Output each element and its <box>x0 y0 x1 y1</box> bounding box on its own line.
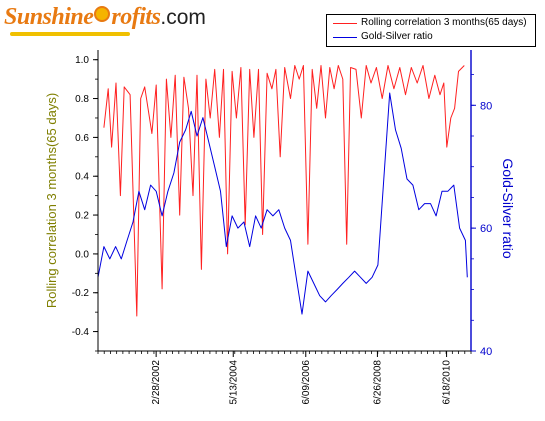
right-axis-title: Gold-Silver ratio <box>500 158 516 259</box>
left-axis-tick-label: 0.8 <box>75 94 89 105</box>
right-axis-tick-label: 40 <box>480 346 492 358</box>
sun-icon <box>94 6 111 22</box>
left-axis-tick-label: 0.6 <box>75 133 89 144</box>
right-axis-tick-label: 60 <box>480 223 492 235</box>
left-axis-tick-label: -0.4 <box>72 327 90 338</box>
x-axis-tick-label: 6/09/2006 <box>301 360 312 405</box>
gold-silver-ratio-line <box>97 92 468 315</box>
logo-swoosh <box>10 32 130 36</box>
legend-label-ratio: Gold-Silver ratio <box>361 31 433 42</box>
series-layer <box>97 65 468 317</box>
logo-brand-end: rofits <box>111 4 161 30</box>
right-axis-tick-label: 80 <box>480 100 492 112</box>
legend-item-ratio: Gold-Silver ratio <box>327 30 535 44</box>
correlation-line <box>103 65 465 317</box>
x-axis-tick-label: 2/28/2002 <box>151 360 162 405</box>
left-axis-tick-label: 0.4 <box>75 172 89 183</box>
legend-swatch-correlation <box>333 23 357 24</box>
left-axis-title: Rolling correlation 3 months(65 days) <box>44 93 59 308</box>
legend-item-correlation: Rolling correlation 3 months(65 days) <box>327 16 535 30</box>
chart-legend: Rolling correlation 3 months(65 days) Go… <box>326 14 536 47</box>
x-axis-tick-label: 6/18/2010 <box>442 360 453 405</box>
x-axis-tick-label: 6/26/2008 <box>372 360 383 405</box>
legend-label-correlation: Rolling correlation 3 months(65 days) <box>361 17 527 28</box>
left-axis-tick-label: 1.0 <box>75 55 89 66</box>
axes-layer: -0.4 -0.2 0.0 0.2 0.4 0.6 0.8 1.0 40 60 80 2/28/200… <box>44 50 516 405</box>
left-axis-tick-label: 0.2 <box>75 211 89 222</box>
left-axis-tick-label: -0.2 <box>72 288 90 299</box>
logo: Sunshine rofits.com <box>4 4 206 38</box>
logo-domain: .com <box>160 6 206 29</box>
x-axis-tick-label: 5/13/2004 <box>228 360 239 405</box>
legend-swatch-ratio <box>333 37 357 38</box>
logo-brand-start: Sunshine <box>4 4 94 30</box>
left-axis-tick-label: 0.0 <box>75 249 89 260</box>
